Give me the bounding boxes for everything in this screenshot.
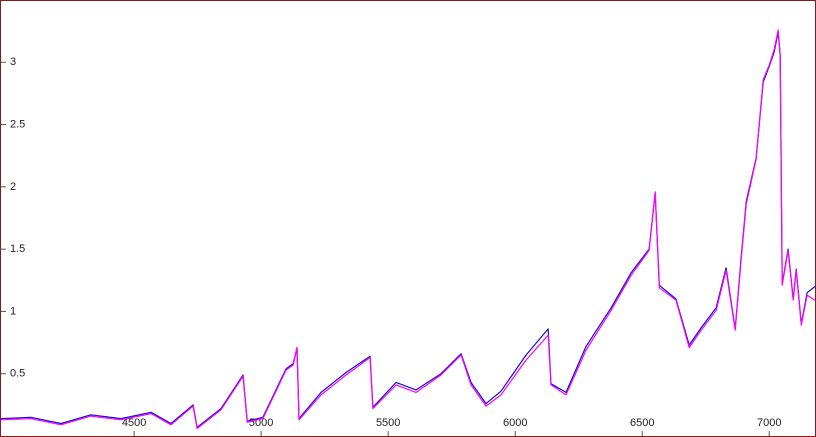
y-tick-label: 1: [10, 305, 16, 317]
x-tick-label: 7000: [757, 417, 781, 429]
y-tick-label: 1.5: [10, 243, 25, 255]
y-tick-label: 2: [10, 181, 16, 193]
y-tick-label: 3: [10, 56, 16, 68]
series-line: [0, 29, 816, 430]
x-tick-label: 4500: [122, 417, 146, 429]
x-tick-label: 6500: [630, 417, 654, 429]
x-tick-label: 5500: [376, 417, 400, 429]
x-tick-label: 6000: [503, 417, 527, 429]
y-tick-label: 2.5: [10, 118, 25, 130]
y-tick-label: 0.5: [10, 368, 25, 380]
